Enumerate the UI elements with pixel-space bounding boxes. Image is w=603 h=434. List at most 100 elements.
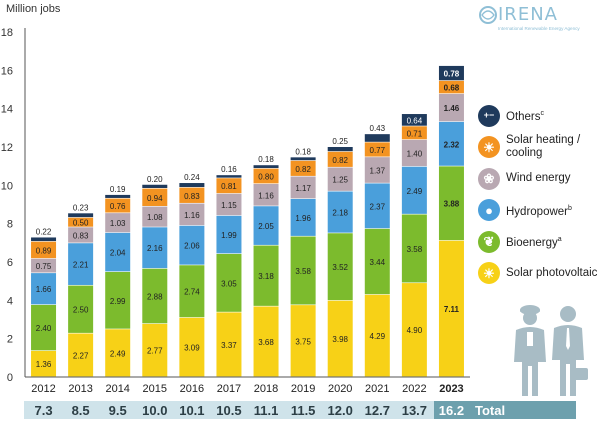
data-label-hydropower: 1.66 [36,285,52,294]
x-tick-label: 2018 [254,383,278,395]
bar-segment-solar_pv [401,283,427,377]
data-label-bioenergy: 3.44 [370,258,386,267]
bar-segment-solar_pv [438,240,464,377]
data-label-wind: 0.83 [73,231,89,240]
data-label-others: 0.23 [73,203,89,212]
x-tick-label: 2023 [439,383,463,395]
data-label-others: 0.19 [110,185,126,194]
x-tick-label: 2022 [402,383,426,395]
x-tick-label: 2013 [68,383,92,395]
bar-segment-solar_heating [327,151,353,167]
x-tick-label: 2012 [31,383,55,395]
y-tick-label: 12 [1,142,13,154]
bar-segment-bioenergy [364,228,390,295]
legend-label-text: Solar photovoltaic [506,266,598,279]
data-label-hydropower: 2.21 [73,261,89,270]
data-label-bioenergy: 2.40 [36,324,52,333]
legend-label: Bioenergya [506,233,562,250]
bar-segment-solar_pv [31,350,57,377]
total-value: 10.1 [179,403,204,418]
x-tick-label: 2016 [180,383,204,395]
bar-segment-wind [290,176,316,199]
wind-turbine-icon: ❀ [478,167,500,190]
bar-segment-wind [401,139,427,167]
bar-segment-bioenergy [401,214,427,283]
data-label-others: 0.18 [295,147,311,156]
bar-segment-others [31,237,57,242]
y-tick-label: 16 [1,65,13,77]
bar-segment-solar_heating [68,217,94,227]
data-label-solar_pv: 4.90 [407,326,423,335]
bar-segment-solar_pv [216,312,242,377]
bar-segment-solar_pv [253,306,279,377]
totals-label: Total [475,403,505,418]
data-label-solar_pv: 4.29 [370,332,386,341]
data-label-hydropower: 2.32 [444,140,460,149]
bar-segment-wind [253,183,279,206]
y-tick-label: 18 [1,27,13,39]
x-tick-label: 2019 [291,383,315,395]
legend-label-text: Wind energy [506,172,571,185]
irena-logo: IRENA International Renewable Energy Age… [478,4,600,34]
bar-segment-bioenergy [327,233,353,301]
x-tick-label: 2020 [328,383,352,395]
legend-label-text: Solar heating / cooling [506,134,581,160]
bar-segment-hydropower [364,183,390,229]
legend-item-wind: ❀ Wind energy [478,163,603,195]
data-label-solar_heating: 0.50 [73,219,89,228]
bar-segment-others [438,65,464,81]
bar-segment-solar_heating [142,188,168,207]
bar-segment-hydropower [142,227,168,269]
data-label-others: 0.24 [184,173,200,182]
totals-band [24,401,434,419]
data-label-others: 0.16 [221,165,237,174]
data-label-solar_pv: 7.11 [444,305,460,314]
data-label-solar_heating: 0.76 [110,202,126,211]
bar-segment-hydropower [179,225,205,265]
bar-segment-wind [142,206,168,227]
data-label-hydropower: 2.18 [332,209,348,218]
data-label-hydropower: 1.99 [221,231,237,240]
data-label-others: 0.78 [444,70,460,79]
data-label-wind: 1.16 [258,191,274,200]
data-label-others: 0.64 [407,116,423,125]
bar-segment-hydropower [253,206,279,245]
logo-tagline: International Renewable Energy Agency [498,26,580,31]
bar-segment-bioenergy [142,268,168,324]
bar-segment-hydropower [401,166,427,214]
data-label-hydropower: 1.96 [295,214,311,223]
total-value: 7.3 [35,403,53,418]
data-label-wind: 1.03 [110,219,126,228]
legend-label-text: Bioenergy [506,237,558,250]
data-label-wind: 1.16 [184,211,200,220]
bar-segment-hydropower [327,191,353,233]
data-label-bioenergy: 2.50 [73,306,89,315]
bar-segment-others [290,157,316,161]
data-label-bioenergy: 3.58 [295,267,311,276]
x-tick-label: 2017 [217,383,241,395]
data-label-solar_heating: 0.82 [295,165,311,174]
bar-segment-hydropower [68,243,94,285]
data-label-bioenergy: 2.99 [110,297,126,306]
data-label-others: 0.18 [258,155,274,164]
data-label-solar_pv: 1.36 [36,360,52,369]
total-value: 9.5 [109,403,127,418]
bar-segment-hydropower [31,273,57,305]
bar-segment-solar_heating [179,187,205,203]
y-tick-label: 4 [7,295,13,307]
bar-segment-wind [364,157,390,183]
data-label-bioenergy: 3.05 [221,279,237,288]
bar-segment-others [68,213,94,218]
data-label-solar_heating: 0.89 [36,246,52,255]
bar-segment-solar_pv [142,323,168,377]
legend-item-hydropower: ● Hydropowerb [478,195,603,227]
data-label-hydropower: 2.04 [110,249,126,258]
bar-segment-bioenergy [216,253,242,312]
bar-segment-hydropower [290,198,316,236]
data-label-bioenergy: 2.88 [147,293,163,302]
total-value: 16.2 [439,403,464,418]
bar-segment-bioenergy [68,285,94,333]
data-label-solar_heating: 0.83 [184,192,200,201]
bar-segment-bioenergy [290,236,316,305]
data-label-solar_pv: 3.09 [184,344,200,353]
